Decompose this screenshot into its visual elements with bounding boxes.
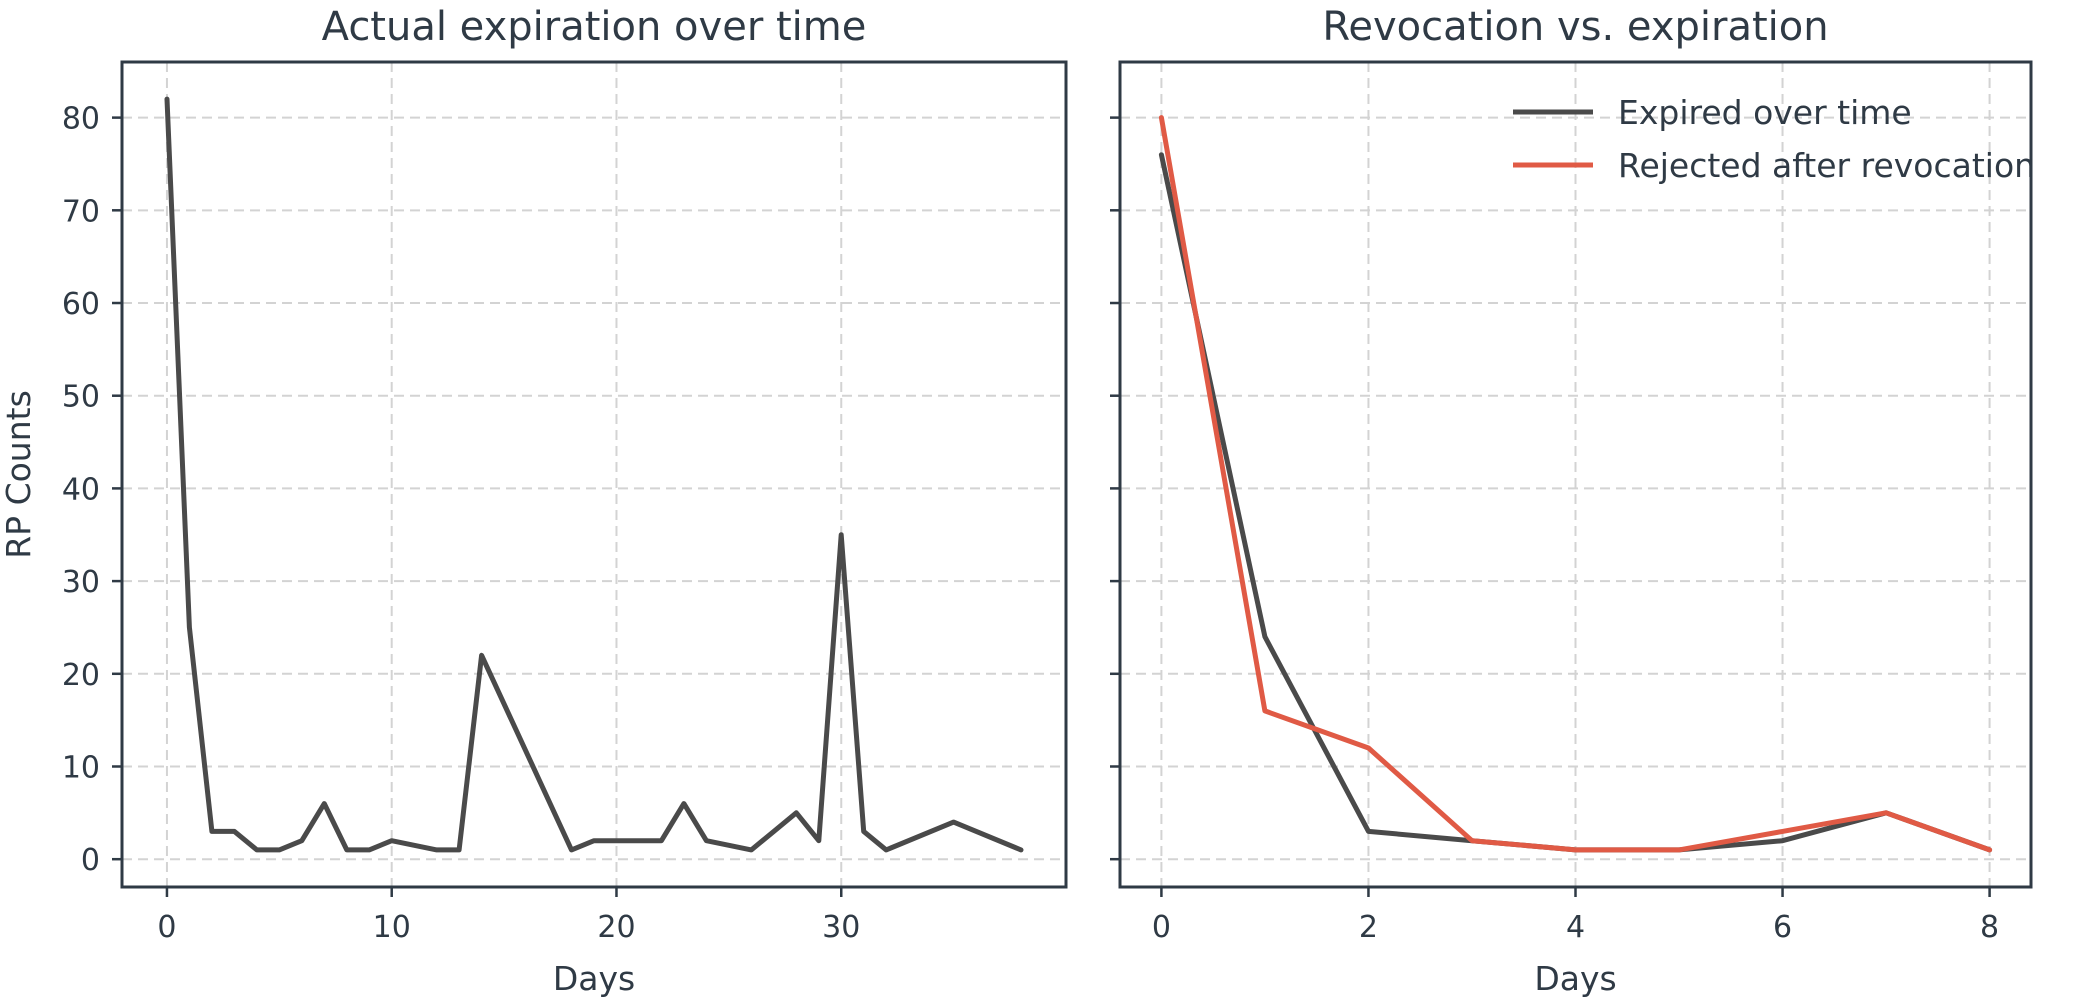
y-tick-label: 60 (62, 287, 100, 322)
x-tick-label: 0 (157, 910, 176, 945)
x-tick-label: 2 (1359, 910, 1378, 945)
legend: Expired over time Rejected after revocati… (1513, 93, 2035, 185)
legend-label-2: Rejected after revocation (1618, 146, 2035, 185)
plot-frame (120, 60, 1068, 889)
y-tick-label: 40 (62, 472, 100, 507)
x-tick-label: 30 (822, 910, 860, 945)
y-axis-label: RP Counts (0, 390, 38, 559)
chart-title: Revocation vs. expiration (1322, 4, 1828, 50)
chart-panel-2: 0 2 4 6 8 Revocation vs. expiration Days Expire… (1110, 4, 2035, 998)
legend-label-1: Expired over time (1618, 93, 1912, 132)
y-tick-label: 10 (62, 750, 100, 785)
series-line-1 (164, 96, 1024, 853)
y-tick-label: 50 (62, 380, 100, 415)
x-axis-label: Days (553, 959, 635, 998)
series-line-2 (1158, 115, 1993, 853)
x-tick-label: 4 (1566, 910, 1585, 945)
y-tick-label: 30 (62, 565, 100, 600)
y-tick-label: 70 (62, 194, 100, 229)
x-tick-label: 0 (1152, 910, 1171, 945)
x-tick-label: 6 (1773, 910, 1792, 945)
x-tick-label: 20 (597, 910, 635, 945)
chart-panel-1: 0 10 20 30 0 10 20 30 40 50 60 70 80 Actual expiratio… (0, 4, 1068, 998)
y-tick-label: 80 (62, 102, 100, 137)
x-axis-label: Days (1534, 959, 1616, 998)
x-tick-label: 10 (373, 910, 411, 945)
y-tick-label: 0 (81, 843, 100, 878)
chart-title: Actual expiration over time (322, 4, 867, 50)
plot-frame (1118, 60, 2033, 889)
y-tick-label: 20 (62, 658, 100, 693)
x-tick-label: 8 (1980, 910, 1999, 945)
